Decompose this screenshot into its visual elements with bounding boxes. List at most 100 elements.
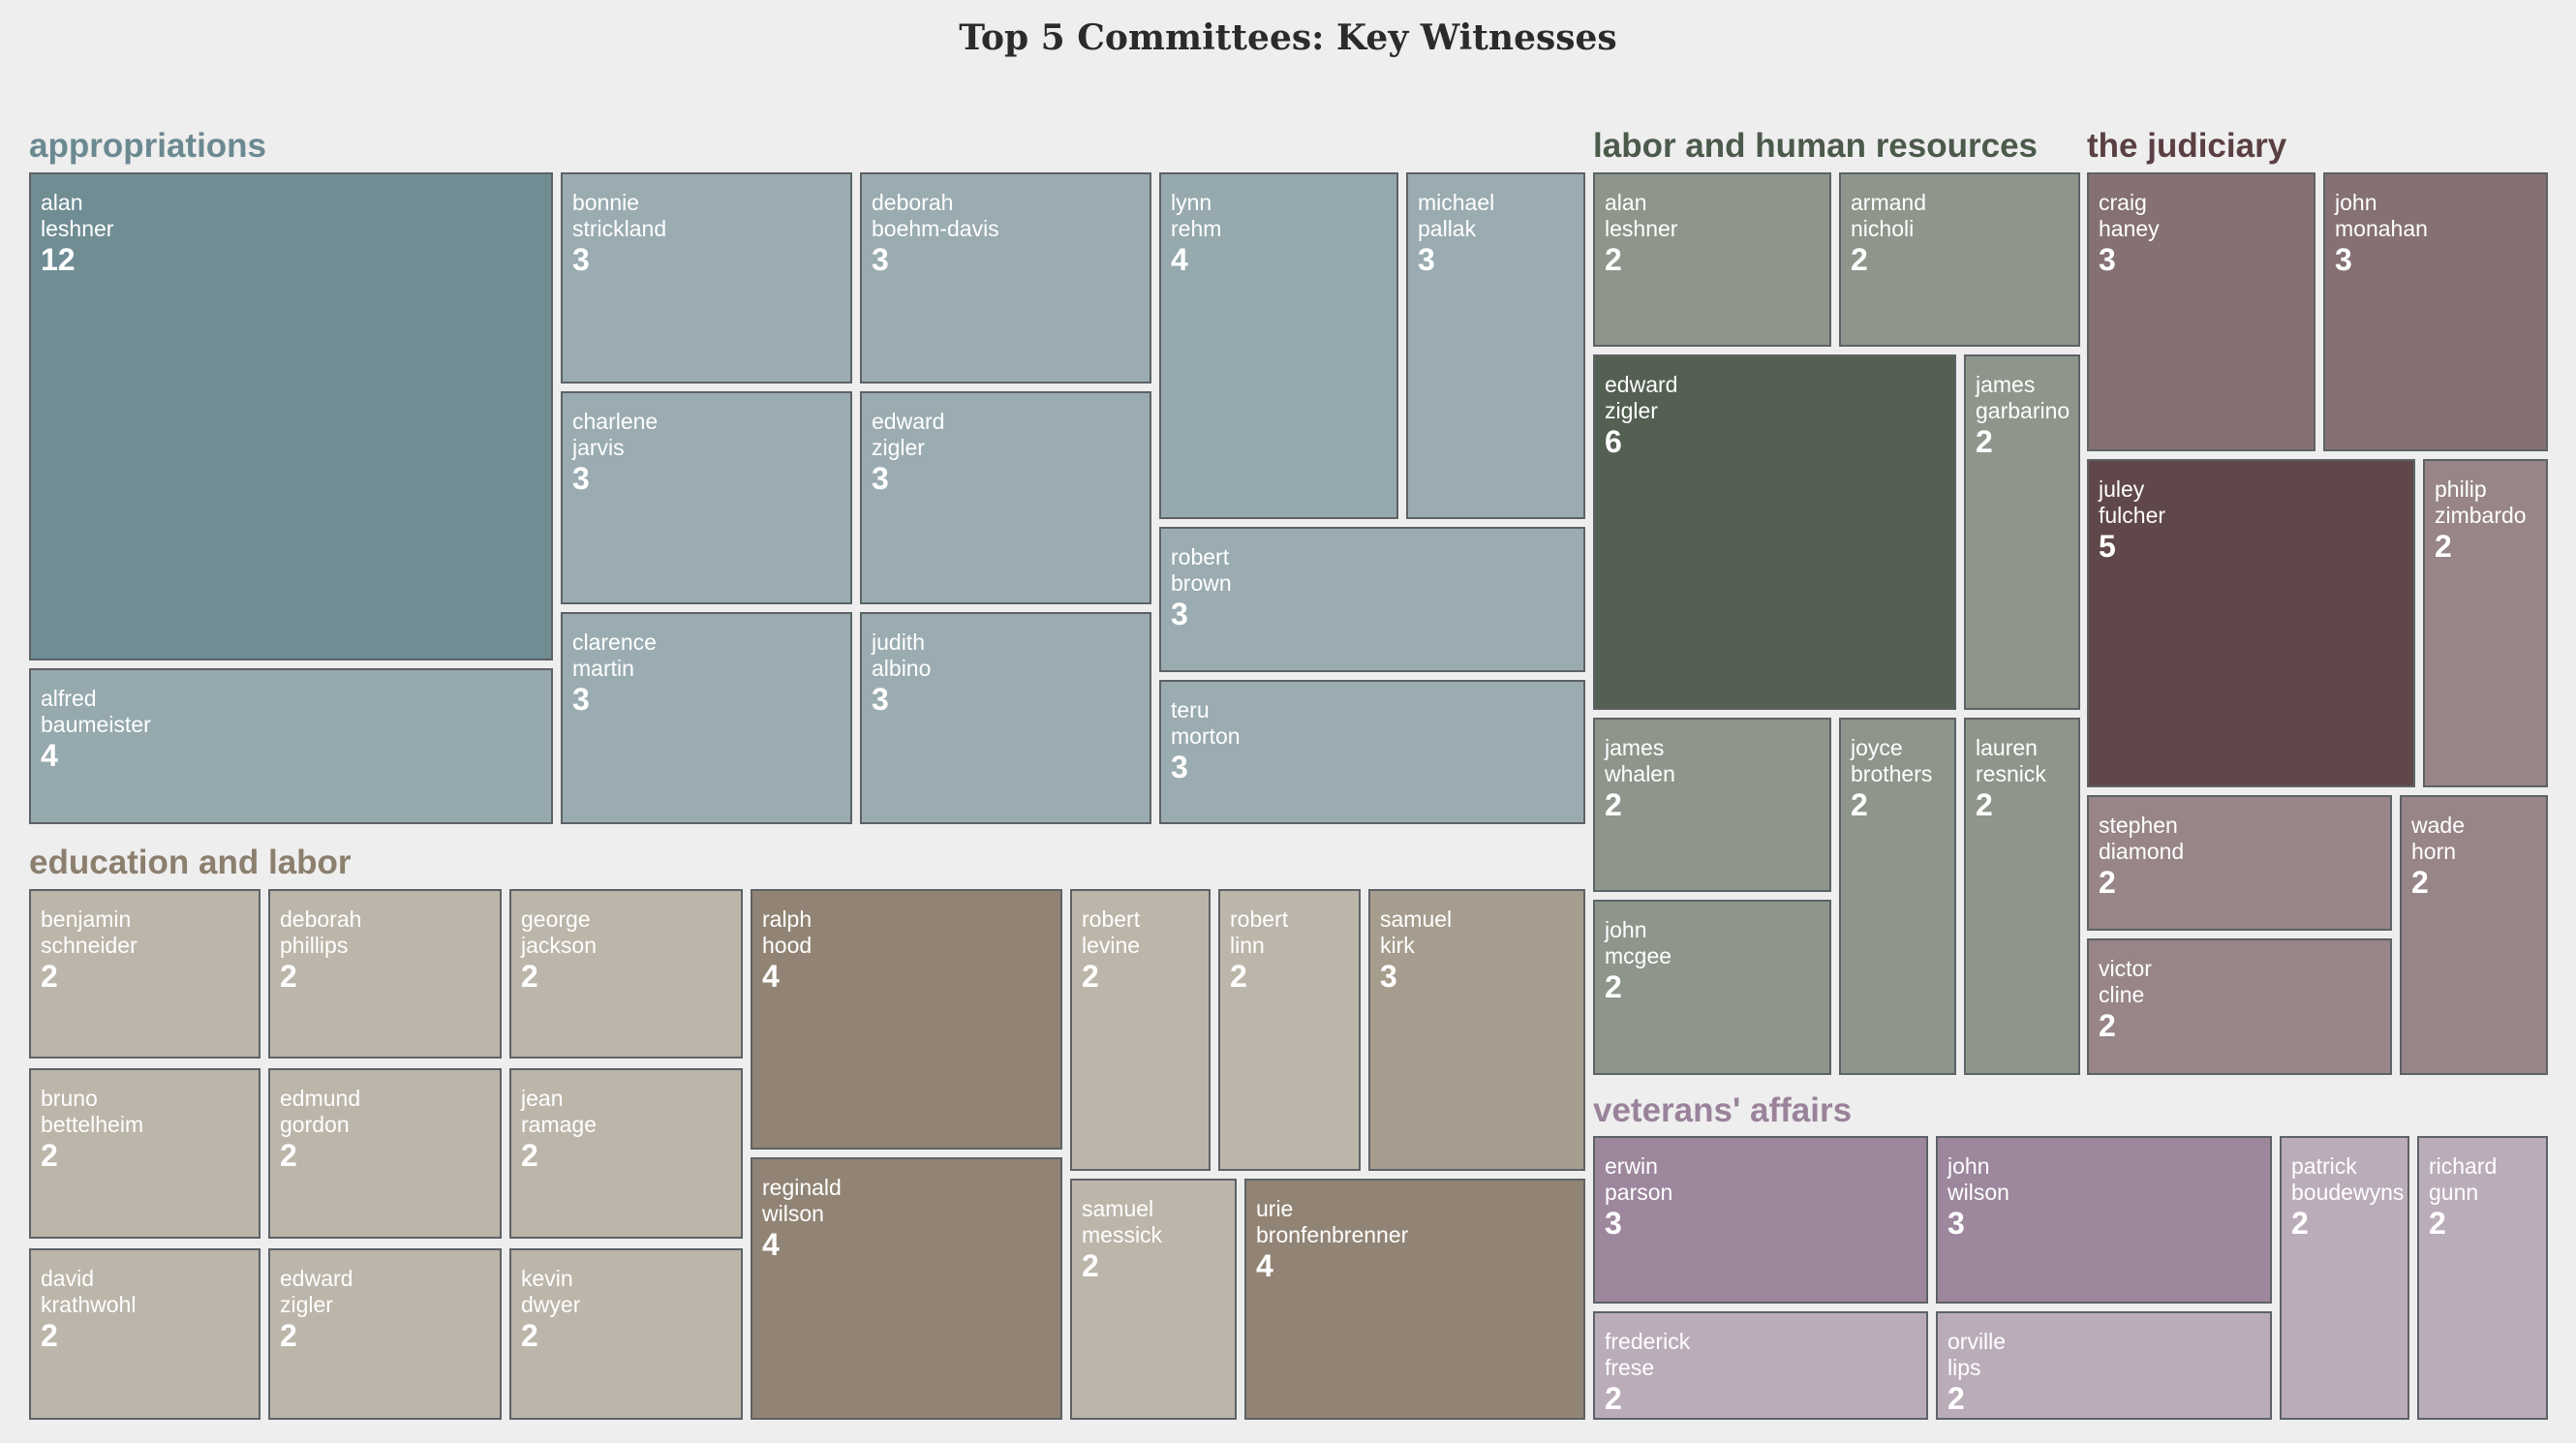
treemap-cell-david-krathwohl[interactable]: david krathwohl 2	[29, 1248, 261, 1420]
treemap-cell-deborah-boehm-davis[interactable]: deborah boehm-davis 3	[860, 172, 1151, 384]
treemap-cell-alfred-baumeister[interactable]: alfred baumeister 4	[29, 668, 553, 824]
cell-value: 2	[1947, 1381, 1965, 1416]
cell-label: bruno bettelheim	[41, 1086, 144, 1137]
treemap-cell-james-garbarino[interactable]: james garbarino 2	[1964, 354, 2080, 710]
treemap-cell-bruno-bettelheim[interactable]: bruno bettelheim 2	[29, 1068, 261, 1239]
cell-value: 2	[2291, 1206, 2309, 1241]
treemap-cell-erwin-parson[interactable]: erwin parson 3	[1593, 1136, 1928, 1304]
treemap-cell-armand-nicholi[interactable]: armand nicholi 2	[1839, 172, 2080, 347]
treemap-cell-joyce-brothers[interactable]: joyce brothers 2	[1839, 718, 1956, 1075]
treemap-cell-samuel-messick[interactable]: samuel messick 2	[1070, 1179, 1237, 1420]
cell-label: richard gunn	[2429, 1153, 2498, 1205]
treemap-cell-edward-zigler[interactable]: edward zigler 3	[860, 391, 1151, 604]
treemap-cell-lauren-resnick[interactable]: lauren resnick 2	[1964, 718, 2080, 1075]
cell-value: 6	[1605, 424, 1622, 459]
treemap-cell-wade-horn[interactable]: wade horn 2	[2400, 795, 2548, 1075]
cell-value: 3	[572, 242, 590, 277]
treemap-cell-john-wilson[interactable]: john wilson 3	[1936, 1136, 2272, 1304]
treemap-cell-clarence-martin[interactable]: clarence martin 3	[561, 612, 852, 824]
cell-label: edward zigler	[280, 1266, 353, 1317]
cell-value: 2	[2435, 529, 2452, 564]
cell-value: 3	[1171, 597, 1188, 631]
treemap-cell-jean-ramage[interactable]: jean ramage 2	[509, 1068, 743, 1239]
cell-label: lynn rehm	[1171, 190, 1222, 241]
cell-value: 4	[762, 1227, 780, 1262]
cell-label: alfred baumeister	[41, 686, 151, 737]
cell-label: kevin dwyer	[521, 1266, 581, 1317]
treemap-cell-edward-zigler[interactable]: edward zigler 2	[268, 1248, 502, 1420]
treemap-cell-charlene-jarvis[interactable]: charlene jarvis 3	[561, 391, 852, 604]
treemap-cell-ralph-hood[interactable]: ralph hood 4	[751, 889, 1062, 1150]
cell-label: john wilson	[1947, 1153, 2009, 1205]
cell-label: ralph hood	[762, 906, 813, 958]
cell-label: deborah boehm-davis	[872, 190, 999, 241]
cell-value: 12	[41, 242, 76, 277]
cell-label: wade horn	[2411, 813, 2465, 864]
treemap-cell-judith-albino[interactable]: judith albino 3	[860, 612, 1151, 824]
treemap-cell-john-mcgee[interactable]: john mcgee 2	[1593, 900, 1831, 1075]
cell-label: george jackson	[521, 906, 597, 958]
treemap-cell-michael-pallak[interactable]: michael pallak 3	[1406, 172, 1585, 519]
treemap-cell-samuel-kirk[interactable]: samuel kirk 3	[1368, 889, 1585, 1171]
cell-value: 3	[1605, 1206, 1622, 1241]
treemap-cell-george-jackson[interactable]: george jackson 2	[509, 889, 743, 1059]
cell-value: 2	[1605, 242, 1622, 277]
cell-value: 2	[2099, 865, 2116, 900]
cell-value: 3	[2335, 242, 2352, 277]
treemap-cell-robert-brown[interactable]: robert brown 3	[1159, 527, 1585, 672]
cell-label: edmund gordon	[280, 1086, 361, 1137]
treemap-cell-robert-linn[interactable]: robert linn 2	[1218, 889, 1361, 1171]
treemap-cell-alan-leshner[interactable]: alan leshner 12	[29, 172, 553, 660]
cell-value: 2	[1605, 969, 1622, 1004]
treemap-cell-lynn-rehm[interactable]: lynn rehm 4	[1159, 172, 1398, 519]
treemap-cell-alan-leshner[interactable]: alan leshner 2	[1593, 172, 1831, 347]
treemap-cell-james-whalen[interactable]: james whalen 2	[1593, 718, 1831, 892]
cell-label: victor cline	[2099, 956, 2152, 1007]
treemap-cell-robert-levine[interactable]: robert levine 2	[1070, 889, 1211, 1171]
cell-label: urie bronfenbrenner	[1256, 1196, 1409, 1247]
cell-label: erwin parson	[1605, 1153, 1673, 1205]
treemap-cell-bonnie-strickland[interactable]: bonnie strickland 3	[561, 172, 852, 384]
cell-label: teru morton	[1171, 697, 1241, 749]
cell-label: jean ramage	[521, 1086, 597, 1137]
treemap-cell-orville-lips[interactable]: orville lips 2	[1936, 1311, 2272, 1420]
treemap-cell-patrick-boudewyns[interactable]: patrick boudewyns 2	[2280, 1136, 2409, 1420]
treemap-cell-victor-cline[interactable]: victor cline 2	[2087, 938, 2392, 1075]
cell-label: benjamin schneider	[41, 906, 138, 958]
treemap-cell-reginald-wilson[interactable]: reginald wilson 4	[751, 1157, 1062, 1420]
cell-value: 2	[2411, 865, 2429, 900]
cell-label: david krathwohl	[41, 1266, 137, 1317]
treemap-cell-edmund-gordon[interactable]: edmund gordon 2	[268, 1068, 502, 1239]
treemap-cell-edward-zigler[interactable]: edward zigler 6	[1593, 354, 1956, 710]
cell-value: 5	[2099, 529, 2116, 564]
cell-label: alan leshner	[1605, 190, 1678, 241]
group-label-appropriations: appropriations	[29, 127, 267, 165]
treemap-cell-juley-fulcher[interactable]: juley fulcher 5	[2087, 459, 2415, 787]
group-label-labor-and-human-resources: labor and human resources	[1593, 127, 2039, 165]
cell-label: joyce brothers	[1851, 735, 1933, 786]
cell-label: alan leshner	[41, 190, 114, 241]
treemap-cell-teru-morton[interactable]: teru morton 3	[1159, 680, 1585, 824]
cell-value: 3	[872, 242, 889, 277]
treemap-cell-craig-haney[interactable]: craig haney 3	[2087, 172, 2315, 451]
cell-label: samuel kirk	[1380, 906, 1453, 958]
treemap-cell-john-monahan[interactable]: john monahan 3	[2323, 172, 2548, 451]
treemap-cell-deborah-phillips[interactable]: deborah phillips 2	[268, 889, 502, 1059]
treemap-cell-frederick-frese[interactable]: frederick frese 2	[1593, 1311, 1928, 1420]
cell-value: 2	[280, 1318, 297, 1353]
treemap-cell-richard-gunn[interactable]: richard gunn 2	[2417, 1136, 2548, 1420]
cell-value: 2	[1851, 242, 1868, 277]
cell-value: 3	[1418, 242, 1435, 277]
treemap-cell-stephen-diamond[interactable]: stephen diamond 2	[2087, 795, 2392, 931]
treemap-cell-kevin-dwyer[interactable]: kevin dwyer 2	[509, 1248, 743, 1420]
treemap-cell-benjamin-schneider[interactable]: benjamin schneider 2	[29, 889, 261, 1059]
cell-value: 3	[1380, 959, 1397, 994]
cell-label: john monahan	[2335, 190, 2428, 241]
cell-value: 2	[1082, 959, 1099, 994]
cell-label: john mcgee	[1605, 917, 1672, 968]
cell-label: orville lips	[1947, 1329, 2007, 1380]
treemap-cell-philip-zimbardo[interactable]: philip zimbardo 2	[2423, 459, 2548, 787]
group-label-veterans-affairs: veterans' affairs	[1593, 1091, 1853, 1129]
cell-label: stephen diamond	[2099, 813, 2185, 864]
treemap-cell-urie-bronfenbrenner[interactable]: urie bronfenbrenner 4	[1244, 1179, 1585, 1420]
